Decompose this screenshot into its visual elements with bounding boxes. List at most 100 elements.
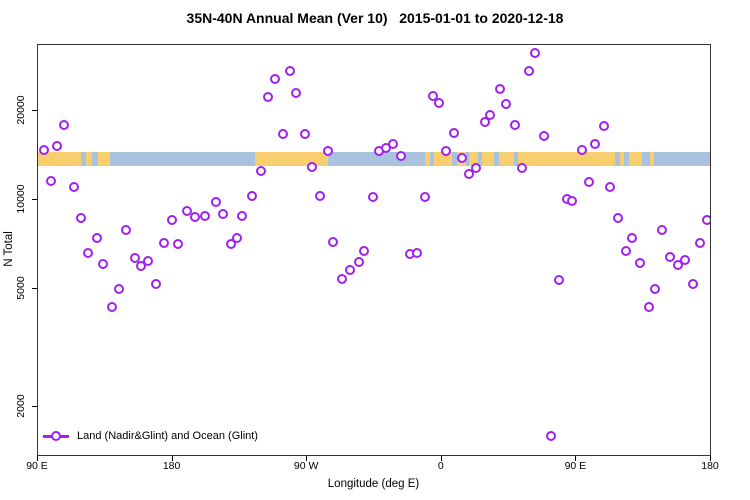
- x-axis-tick-label: 180: [162, 460, 181, 472]
- y-axis-tick: [32, 288, 37, 290]
- x-axis-tick-label: 90 E: [26, 460, 48, 472]
- data-point: [306, 162, 317, 173]
- map-band-ocean-patch: [452, 152, 457, 167]
- data-point: [687, 278, 698, 289]
- data-point: [107, 301, 118, 312]
- data-point: [545, 430, 556, 441]
- data-point: [200, 210, 211, 221]
- x-axis-tick: [710, 456, 711, 461]
- data-point: [576, 145, 587, 156]
- data-point: [270, 73, 281, 84]
- data-point: [644, 302, 655, 313]
- data-point: [679, 255, 690, 265]
- data-point: [337, 273, 348, 284]
- data-point: [529, 47, 540, 58]
- data-point: [672, 259, 683, 270]
- data-point: [433, 97, 444, 108]
- x-axis-tick: [37, 456, 38, 461]
- map-band-land: [254, 152, 329, 167]
- y-axis-tick: [32, 199, 37, 200]
- data-point: [38, 145, 49, 156]
- data-point: [120, 224, 131, 235]
- data-point: [664, 251, 675, 262]
- data-point: [290, 88, 301, 99]
- data-point: [516, 163, 527, 174]
- data-point: [263, 91, 274, 102]
- y-axis-tick: [32, 109, 37, 111]
- data-point: [388, 139, 399, 150]
- map-band-ocean-patch: [494, 152, 499, 167]
- data-point: [553, 274, 564, 285]
- data-point: [480, 116, 491, 127]
- data-point: [236, 210, 247, 221]
- data-point: [471, 163, 482, 174]
- map-band-ocean-patch: [477, 152, 483, 167]
- y-axis-tick-label: 20000: [15, 95, 27, 125]
- data-point: [150, 278, 161, 289]
- data-point: [59, 120, 70, 131]
- data-point: [75, 212, 86, 223]
- legend-symbol-circle-icon: [51, 431, 61, 441]
- data-point: [51, 141, 62, 152]
- x-axis-tick: [440, 456, 442, 461]
- y-axis-label: N Total: [3, 231, 15, 267]
- data-point: [500, 99, 511, 109]
- data-point: [277, 129, 288, 140]
- data-point: [158, 237, 169, 248]
- map-band-land: [628, 152, 643, 167]
- data-point: [210, 196, 221, 207]
- data-point: [419, 192, 430, 203]
- data-point: [368, 192, 378, 203]
- data-point: [285, 65, 295, 76]
- data-point: [181, 205, 192, 216]
- data-point: [91, 232, 102, 243]
- x-axis-tick: [306, 456, 308, 461]
- data-point: [247, 191, 257, 202]
- data-point: [440, 146, 451, 157]
- data-point: [411, 247, 422, 258]
- data-point: [322, 146, 333, 157]
- data-point: [701, 215, 710, 226]
- data-point: [650, 283, 661, 294]
- data-point: [494, 83, 505, 94]
- x-axis-label: Longitude (deg E): [327, 478, 420, 490]
- x-axis-tick-label: 0: [437, 460, 444, 472]
- data-point: [130, 252, 141, 263]
- data-point: [299, 129, 310, 140]
- data-point: [620, 245, 631, 256]
- data-point: [566, 195, 577, 206]
- x-axis-tick-label: 90 E: [564, 460, 587, 472]
- map-band-ocean-patch: [513, 152, 519, 167]
- data-point: [225, 238, 236, 249]
- map-band-land: [619, 152, 625, 167]
- data-point: [464, 169, 475, 180]
- data-point: [484, 110, 495, 121]
- x-axis-tick: [171, 456, 173, 461]
- data-point: [232, 232, 243, 243]
- data-point: [142, 255, 153, 266]
- data-point: [456, 152, 467, 163]
- y-axis-tick: [32, 405, 37, 407]
- x-axis-tick-label: 180: [701, 460, 719, 472]
- map-band-land: [425, 152, 430, 167]
- data-point: [190, 211, 201, 222]
- data-point: [353, 256, 364, 267]
- data-point: [395, 150, 406, 161]
- data-point: [98, 258, 109, 269]
- data-point: [359, 245, 370, 256]
- data-point: [344, 264, 355, 275]
- data-point: [136, 260, 147, 271]
- data-point: [427, 90, 438, 101]
- chart-title: 35N-40N Annual Mean (Ver 10) 2015-01-01 …: [186, 10, 564, 26]
- data-point: [694, 237, 705, 248]
- data-point: [448, 127, 459, 138]
- data-point: [82, 247, 93, 258]
- map-band-land: [38, 152, 82, 167]
- data-point: [538, 130, 549, 141]
- data-point: [509, 120, 520, 131]
- data-point: [589, 139, 600, 150]
- data-point: [69, 181, 80, 192]
- data-point: [626, 232, 637, 243]
- data-point: [314, 191, 325, 202]
